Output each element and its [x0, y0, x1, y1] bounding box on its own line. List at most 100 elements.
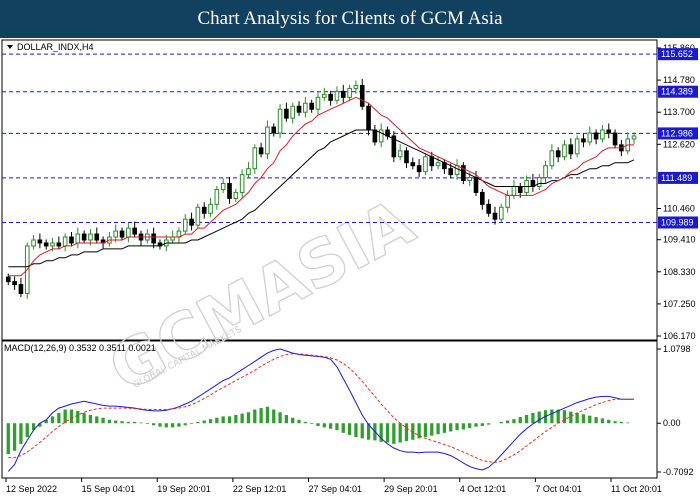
candle-body [94, 233, 100, 241]
macd-tick-label: -0.7092 [663, 467, 694, 477]
candle-body [549, 150, 555, 167]
candle-body [397, 150, 403, 158]
candle-body [467, 177, 472, 182]
price-tick-label: 107.250 [663, 299, 696, 309]
candle-body [353, 84, 359, 89]
level-badges: 115.652 114.389 112.986 111.489 109.989 [658, 48, 698, 229]
candle-body [18, 284, 24, 294]
candle-body [448, 168, 454, 176]
price-tick-label: 113.700 [663, 107, 695, 117]
chart-frames [1, 39, 658, 479]
candle-body [505, 194, 510, 208]
price-tick-label: 110.460 [663, 203, 695, 213]
price-axis: 115.860 114.780 113.700 112.620 110.460 109.4… [657, 43, 696, 341]
candle-body [296, 105, 302, 113]
candle-body [126, 227, 131, 238]
candle-body [303, 102, 308, 113]
symbol-header: DOLLAR_INDX,H4 [7, 42, 94, 52]
candle-body [315, 96, 321, 110]
candle-body [50, 242, 55, 247]
candle-body [461, 165, 466, 182]
candle-body [543, 165, 548, 179]
macd-panel-frame [1, 340, 658, 479]
chart-banner: Chart Analysis for Clients of GCM Asia [0, 0, 700, 38]
candle-body [562, 144, 567, 158]
candle-body [511, 186, 517, 196]
candle-body [309, 102, 314, 110]
candle-body [328, 93, 333, 101]
level-badge [658, 216, 698, 229]
macd-tick-label: 1.0798 [663, 344, 691, 354]
candle-body [568, 144, 574, 155]
candle-body [454, 165, 460, 176]
symbol-dropdown-icon [7, 45, 13, 49]
candle-body [182, 218, 188, 232]
candle-body [347, 87, 352, 98]
macd-signal-line [8, 353, 634, 463]
macd-label: MACD(12,26,9) 0.3532 0.3511 0.0021 [4, 343, 156, 353]
candle-body [435, 162, 441, 167]
candle-body [220, 183, 226, 190]
candle-body [227, 183, 232, 199]
level-badge-label: 115.652 [661, 49, 693, 59]
candlesticks [5, 78, 637, 299]
candle-body [37, 239, 43, 244]
level-badge [658, 127, 698, 140]
price-tick-label: 112.620 [663, 139, 695, 149]
level-badge [658, 85, 698, 98]
candle-body [252, 147, 258, 170]
candle-body [43, 242, 49, 247]
time-tick-label: 22 Sep 12:01 [233, 484, 287, 494]
macd-line [7, 348, 634, 472]
candle-body [600, 129, 605, 140]
candle-body [69, 236, 74, 244]
candle-body [536, 177, 542, 188]
moving-averages [8, 96, 635, 277]
candle-body [189, 218, 194, 226]
ma-slow-line [8, 129, 635, 268]
banner-title: Chart Analysis for Clients of GCM Asia [197, 8, 503, 29]
candle-body [631, 135, 637, 140]
candle-body [290, 105, 296, 119]
time-tick-label: 7 Oct 04:01 [535, 484, 582, 494]
candle-body [271, 126, 277, 134]
candle-body [378, 129, 384, 143]
candle-body [208, 203, 213, 214]
level-badge-label: 109.989 [661, 217, 694, 227]
price-tick-label: 109.410 [663, 235, 696, 245]
candle-body [587, 132, 593, 143]
macd-tick-label: 0.00 [663, 418, 681, 428]
candle-body [486, 203, 491, 214]
candle-body [12, 281, 17, 286]
chart-area: GCMASIA GLOBAL CAPITAL MARKETS 115.86011… [1, 39, 698, 494]
candle-body [498, 206, 504, 220]
watermark: GCMASIA GLOBAL CAPITAL MARKETS [97, 185, 427, 408]
price-tick-label: 108.330 [663, 267, 696, 277]
price-tick-label: 114.780 [663, 75, 695, 85]
level-badge [658, 48, 698, 61]
candle-body [480, 191, 485, 205]
candle-body [5, 276, 11, 283]
time-tick-label: 29 Sep 20:01 [384, 484, 438, 494]
candle-body [75, 233, 81, 244]
candle-body [416, 165, 422, 173]
time-tick-label: 15 Sep 04:01 [82, 484, 136, 494]
main-panel-frame [1, 39, 658, 341]
candle-body [423, 156, 428, 173]
candle-body [62, 236, 68, 247]
candle-body [574, 138, 580, 155]
price-tick-label: 115.860 [663, 43, 695, 53]
candle-body [612, 132, 618, 146]
candle-body [391, 135, 397, 158]
candle-body [195, 206, 201, 226]
time-tick-label: 4 Oct 12:01 [460, 484, 507, 494]
candle-body [151, 233, 156, 244]
candle-body [322, 93, 327, 98]
support-resistance-lines [2, 53, 657, 223]
level-badge [658, 171, 698, 184]
candle-body [201, 206, 207, 214]
candle-body [517, 186, 523, 193]
candle-body [340, 90, 346, 98]
price-tick-label: 106.170 [663, 331, 696, 341]
candle-body [119, 230, 125, 238]
